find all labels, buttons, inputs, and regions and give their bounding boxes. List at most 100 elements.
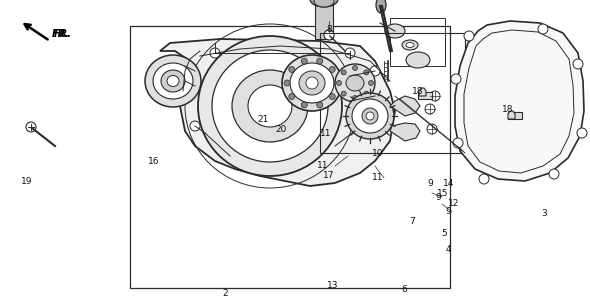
Ellipse shape [364,70,369,75]
Ellipse shape [453,138,463,148]
Text: 11: 11 [317,162,329,170]
Text: 9: 9 [445,207,451,216]
Ellipse shape [352,66,358,70]
Text: 6: 6 [401,286,407,294]
Text: 9: 9 [427,178,433,188]
Ellipse shape [345,48,355,58]
Ellipse shape [329,94,335,100]
Text: 17: 17 [323,172,335,181]
Bar [320,33,465,153]
Ellipse shape [336,80,342,85]
Text: 14: 14 [443,178,455,188]
Text: 3: 3 [541,209,547,218]
Ellipse shape [301,102,307,108]
Bar [130,26,450,288]
Ellipse shape [451,74,461,84]
Ellipse shape [284,80,290,86]
Ellipse shape [479,174,489,184]
Ellipse shape [402,40,418,50]
Ellipse shape [248,85,292,127]
Bar [508,112,522,119]
Ellipse shape [161,70,185,92]
Ellipse shape [577,128,587,138]
Text: FR.: FR. [52,29,70,39]
Ellipse shape [346,75,364,91]
Text: FR.: FR. [54,29,72,39]
Ellipse shape [26,122,36,132]
Ellipse shape [198,36,342,176]
Ellipse shape [425,104,435,114]
Ellipse shape [346,93,394,139]
Text: 7: 7 [409,218,415,226]
Bar [315,1,333,39]
Ellipse shape [210,48,220,58]
Ellipse shape [180,66,190,76]
Bar [418,92,432,99]
Ellipse shape [145,55,201,107]
Text: 5: 5 [441,228,447,237]
Polygon shape [419,88,426,96]
Ellipse shape [290,63,334,103]
Ellipse shape [366,112,374,120]
Ellipse shape [406,42,414,48]
Ellipse shape [464,31,474,41]
Text: 21: 21 [257,114,268,123]
Ellipse shape [301,58,307,64]
Ellipse shape [341,70,346,75]
Text: 8: 8 [326,24,332,33]
Ellipse shape [538,24,548,34]
Text: 9: 9 [435,193,441,201]
Text: 20: 20 [276,125,287,134]
Text: 15: 15 [437,188,449,197]
Ellipse shape [289,67,295,73]
Polygon shape [390,123,420,141]
Text: 13: 13 [327,281,339,290]
Ellipse shape [335,64,375,102]
Polygon shape [390,96,420,116]
Ellipse shape [362,108,378,124]
Ellipse shape [167,76,179,86]
Ellipse shape [573,59,583,69]
Text: 4: 4 [445,244,451,253]
Text: 18: 18 [502,104,514,113]
Ellipse shape [549,169,559,179]
Ellipse shape [334,80,340,86]
Ellipse shape [352,95,358,101]
Ellipse shape [314,0,334,7]
Ellipse shape [406,52,430,68]
Ellipse shape [370,66,380,76]
Ellipse shape [212,50,328,162]
Text: 2: 2 [222,288,228,297]
Ellipse shape [289,94,295,100]
Ellipse shape [430,91,440,101]
Text: 19: 19 [21,176,33,185]
Text: 11: 11 [320,129,332,138]
Ellipse shape [352,99,388,133]
Polygon shape [508,111,515,119]
Ellipse shape [317,58,323,64]
Ellipse shape [355,121,365,131]
Ellipse shape [376,0,386,13]
Ellipse shape [364,91,369,96]
Ellipse shape [341,91,346,96]
Bar [390,18,445,66]
Ellipse shape [369,80,373,85]
Text: 10: 10 [372,148,384,157]
Ellipse shape [282,55,342,111]
Polygon shape [160,39,395,186]
Polygon shape [455,21,584,181]
Text: 16: 16 [148,157,160,166]
Ellipse shape [306,77,318,89]
Text: 18: 18 [412,86,424,95]
Text: 11: 11 [372,173,384,182]
Ellipse shape [153,63,193,99]
Ellipse shape [310,0,338,7]
Ellipse shape [317,102,323,108]
Ellipse shape [324,30,334,40]
Ellipse shape [299,71,325,95]
Ellipse shape [329,67,335,73]
Ellipse shape [427,124,437,134]
Ellipse shape [232,70,308,142]
Text: 12: 12 [448,200,460,209]
Ellipse shape [385,24,405,38]
